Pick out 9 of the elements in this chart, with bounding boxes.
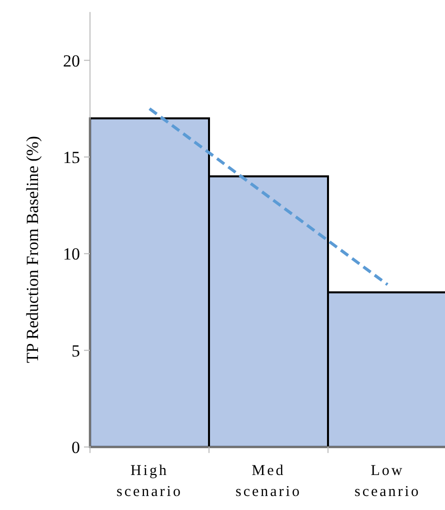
y-tick-label: 10	[63, 244, 80, 264]
x-tick-label: High scenario	[116, 463, 182, 500]
y-axis-title: TP Reduction From Baseline (%)	[23, 136, 42, 363]
y-tick-label: 15	[63, 148, 80, 167]
y-tick-label: 0	[72, 438, 80, 457]
x-tick-label: Low sceanrio	[354, 463, 420, 500]
y-tick-label: 5	[72, 341, 80, 360]
x-tick-label: Med scenario	[236, 463, 302, 500]
y-tick-label: 20	[63, 51, 80, 70]
